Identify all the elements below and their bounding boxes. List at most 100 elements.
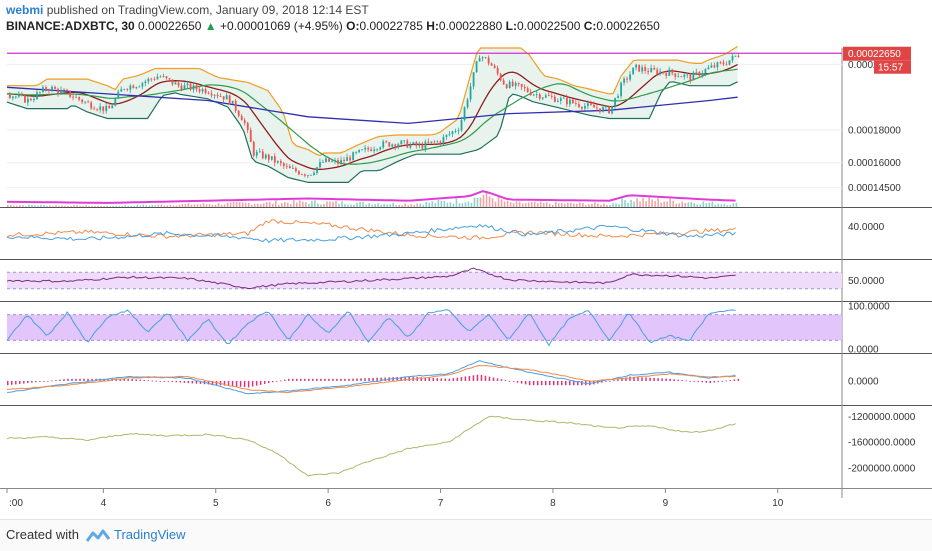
candle-body: [114, 98, 117, 106]
volume-bar: [350, 204, 352, 207]
stochastic-tick-label-1: 0.0000: [848, 345, 879, 356]
candle-body: [30, 98, 32, 101]
candle-body: [451, 131, 454, 135]
volume-bar: [371, 204, 373, 207]
chart-canvas[interactable]: 0.000220000.000180000.000160000.00014500…: [0, 36, 932, 519]
volume-bar: [624, 200, 626, 207]
volume-bar: [612, 203, 614, 207]
volume-bar: [61, 205, 63, 207]
candle-body: [69, 90, 72, 97]
volume-bar: [7, 205, 9, 207]
candle-body: [228, 95, 231, 104]
macd-histogram-bar: [556, 380, 559, 386]
macd-histogram-bar: [267, 380, 270, 384]
volume-bar: [437, 199, 440, 207]
volume-bar: [551, 204, 554, 207]
volume-bar: [497, 196, 500, 207]
candle-body: [578, 104, 580, 107]
macd-histogram-bar: [565, 380, 567, 386]
price-change: +0.00001069 (+4.95%): [220, 19, 343, 33]
macd-histogram-bar: [352, 378, 354, 381]
macd-histogram-bar: [432, 377, 435, 381]
candle-body: [614, 97, 616, 106]
macd-histogram-bar: [376, 377, 378, 381]
candle-body: [292, 168, 294, 169]
volume-bar: [121, 206, 124, 207]
macd-histogram-bar: [380, 377, 382, 381]
macd-histogram-bar: [484, 375, 487, 381]
candle-body: [210, 93, 213, 96]
candle-body: [391, 144, 394, 147]
candle-body: [301, 174, 303, 176]
volume-bar: [548, 203, 551, 207]
macd-histogram-bar: [288, 378, 290, 381]
volume-bar: [100, 206, 102, 207]
volume-bar: [687, 202, 690, 207]
volume-bar: [326, 201, 328, 207]
volume-bar: [58, 206, 60, 207]
candle-body: [683, 74, 686, 77]
macd-histogram-bar: [705, 380, 708, 383]
volume-bar: [229, 202, 232, 207]
candle-body: [349, 157, 352, 161]
macd-histogram-bar: [653, 377, 655, 381]
macd-histogram-bar: [344, 378, 346, 381]
volume-bar: [175, 205, 178, 207]
volume-bar: [37, 205, 39, 207]
candle-body: [463, 107, 466, 121]
candle-body: [602, 107, 604, 112]
candle-body: [457, 130, 460, 132]
candle-body: [454, 131, 457, 132]
volume-bar: [55, 205, 57, 207]
candle-body: [445, 134, 448, 137]
volume-bar: [67, 206, 69, 207]
candle-body: [54, 86, 56, 89]
candle-body: [382, 141, 385, 148]
candle-body: [734, 55, 737, 57]
candle-body: [198, 89, 201, 92]
candle-body: [126, 89, 129, 90]
macd-histogram-bar: [637, 377, 639, 381]
candle-body: [689, 74, 692, 81]
macd-histogram-bar: [135, 379, 137, 381]
stochastic-tick-label-0: 100.0000: [848, 302, 890, 313]
volume-bar: [666, 201, 668, 207]
candle-body: [493, 65, 496, 68]
candle-body: [331, 160, 333, 162]
macd-histogram-bar: [372, 377, 374, 381]
candle-body: [249, 129, 252, 142]
macd-histogram-bar: [468, 375, 471, 381]
volume-bar: [545, 202, 548, 207]
volume-bar: [720, 204, 723, 207]
macd-histogram-bar: [649, 377, 651, 381]
candle-body: [286, 165, 288, 167]
volume-bar: [696, 204, 699, 207]
macd-histogram-bar: [524, 380, 527, 385]
volume-bar: [491, 198, 494, 207]
macd-histogram-bar: [308, 378, 310, 381]
macd-histogram-bar: [336, 378, 338, 381]
volume-bar: [365, 204, 367, 207]
candle-body: [204, 88, 207, 94]
macd-histogram-bar: [340, 378, 342, 381]
macd-histogram-bar: [665, 378, 667, 381]
volume-moving-average: [6, 190, 736, 204]
macd-histogram-bar: [693, 380, 695, 382]
rsi-line-0: [6, 267, 736, 289]
publish-line: webmi published on TradingView.com, Janu…: [6, 3, 369, 17]
volume-bar: [449, 202, 452, 207]
macd-histogram-bar: [520, 380, 523, 384]
stochastic-panel: [6, 309, 842, 347]
volume-bar: [181, 204, 184, 207]
volume-bar: [130, 205, 133, 207]
tradingview-link[interactable]: TradingView: [114, 527, 186, 542]
candle-body: [541, 97, 544, 99]
macd-histogram-bar: [47, 380, 49, 382]
candle-body: [334, 160, 336, 161]
volume-bar: [341, 201, 343, 207]
author-link[interactable]: webmi: [6, 3, 44, 17]
time-tick-label-6: 9: [663, 498, 669, 509]
macd-histogram-bar: [239, 380, 242, 387]
volume-bar: [536, 203, 539, 207]
macd-histogram-bar: [609, 380, 611, 382]
